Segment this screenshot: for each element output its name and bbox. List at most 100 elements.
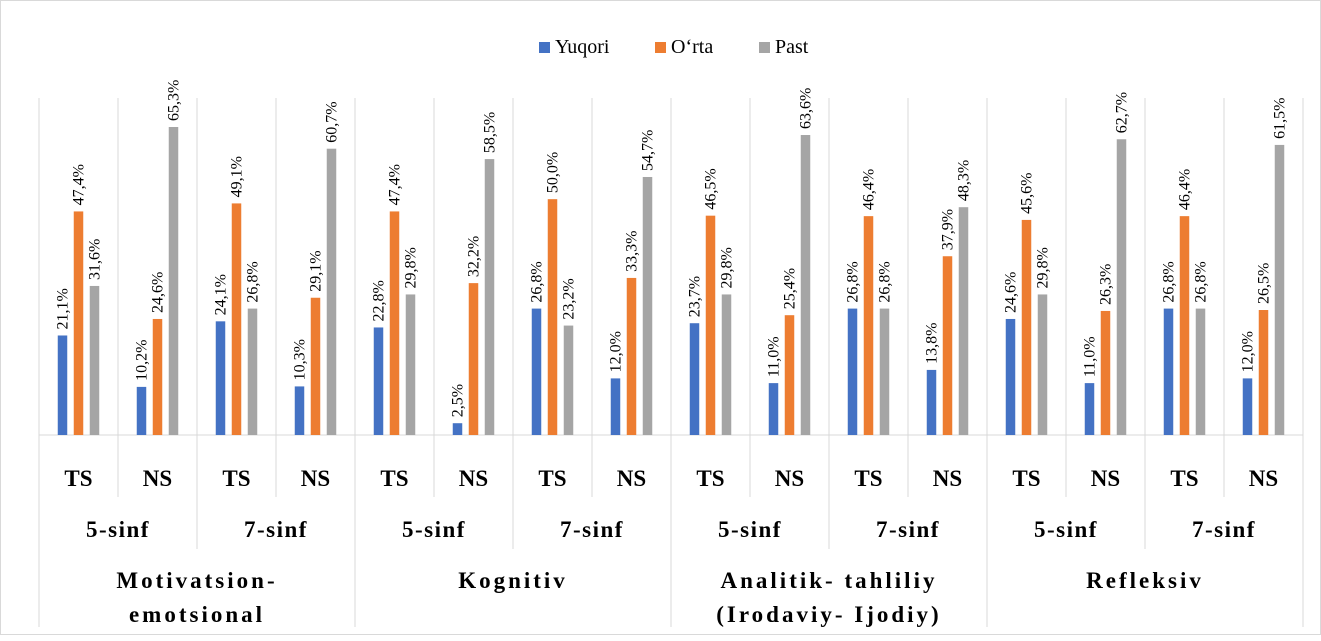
grade-label: 7-sinf xyxy=(560,517,624,542)
bar-O‘rta-14 xyxy=(1179,216,1190,435)
tick-label: NS xyxy=(617,466,646,491)
tick-label: NS xyxy=(775,466,804,491)
bar-Yuqori-6 xyxy=(531,308,542,435)
grade-label: 5-sinf xyxy=(718,517,782,542)
bar-Yuqori-14 xyxy=(1163,308,1174,435)
data-label: 63,6% xyxy=(798,88,815,129)
bar-Past-15 xyxy=(1274,144,1285,435)
bar-Past-0 xyxy=(89,285,100,435)
data-label: 47,4% xyxy=(71,164,88,205)
group-label: Refleksiv xyxy=(1086,568,1204,593)
data-label: 22,8% xyxy=(371,280,388,321)
group-label: Analitik- tahliliy xyxy=(721,568,938,593)
data-label: 23,2% xyxy=(561,278,578,319)
bar-Yuqori-3 xyxy=(294,386,305,435)
legend: Yuqori O‘rta Past xyxy=(539,36,809,58)
data-label: 26,8% xyxy=(845,261,862,302)
bar-O‘rta-8 xyxy=(705,215,716,435)
data-label: 46,4% xyxy=(861,169,878,210)
tick-label: TS xyxy=(854,466,882,491)
tick-label: TS xyxy=(538,466,566,491)
legend-label-2: Past xyxy=(775,36,809,58)
bar-Yuqori-10 xyxy=(847,308,858,435)
tick-label: NS xyxy=(301,466,330,491)
data-label: 10,3% xyxy=(292,339,309,380)
bar-Yuqori-7 xyxy=(610,378,621,435)
data-label: 11,0% xyxy=(1082,336,1099,377)
legend-swatch-1 xyxy=(655,42,666,53)
tick-label: TS xyxy=(696,466,724,491)
data-label: 12,0% xyxy=(608,331,625,372)
bar-O‘rta-12 xyxy=(1021,219,1032,435)
bar-Yuqori-11 xyxy=(926,369,937,435)
data-label: 29,8% xyxy=(1035,247,1052,288)
data-label: 46,5% xyxy=(703,168,720,209)
legend-swatch-0 xyxy=(539,42,550,53)
data-label: 62,7% xyxy=(1114,92,1131,133)
bar-Yuqori-5 xyxy=(452,423,463,435)
bar-Past-1 xyxy=(168,127,179,435)
group-label: Motivatsion- xyxy=(116,568,277,593)
bar-O‘rta-6 xyxy=(547,199,558,435)
bar-O‘rta-7 xyxy=(626,277,637,435)
tick-label: TS xyxy=(1012,466,1040,491)
bar-O‘rta-5 xyxy=(468,283,479,435)
bar-O‘rta-9 xyxy=(784,315,795,435)
data-label: 26,8% xyxy=(877,261,894,302)
data-label: 58,5% xyxy=(482,112,499,153)
legend-label-1: O‘rta xyxy=(671,36,713,58)
data-label: 49,1% xyxy=(229,156,246,197)
data-label: 26,8% xyxy=(1161,261,1178,302)
group-label: emotsional xyxy=(129,602,265,627)
bar-Past-7 xyxy=(642,176,653,435)
data-label: 26,3% xyxy=(1098,264,1115,305)
data-label: 24,6% xyxy=(1003,272,1020,313)
data-label: 45,6% xyxy=(1019,173,1036,214)
bar-O‘rta-15 xyxy=(1258,310,1269,435)
data-label: 60,7% xyxy=(324,101,341,142)
bar-Past-11 xyxy=(958,207,969,435)
grade-label: 5-sinf xyxy=(1034,517,1098,542)
group-label: Kognitiv xyxy=(458,568,568,593)
grade-label: 5-sinf xyxy=(402,517,466,542)
bar-Past-8 xyxy=(721,294,732,435)
tick-label: NS xyxy=(1249,466,1278,491)
data-label: 24,1% xyxy=(213,274,230,315)
data-label: 26,8% xyxy=(245,261,262,302)
bar-O‘rta-2 xyxy=(231,203,242,435)
data-label: 26,5% xyxy=(1256,263,1273,304)
tick-label: NS xyxy=(143,466,172,491)
bar-O‘rta-13 xyxy=(1100,310,1111,435)
grade-label: 7-sinf xyxy=(876,517,940,542)
data-label: 29,8% xyxy=(719,247,736,288)
bar-Past-6 xyxy=(563,325,574,435)
bar-Past-5 xyxy=(484,159,495,436)
tick-label: NS xyxy=(1091,466,1120,491)
bar-O‘rta-11 xyxy=(942,256,953,435)
bar-Yuqori-9 xyxy=(768,383,779,435)
tick-label: NS xyxy=(459,466,488,491)
data-label: 31,6% xyxy=(87,239,104,280)
data-label: 54,7% xyxy=(640,130,657,171)
grade-label: 7-sinf xyxy=(244,517,308,542)
group-label: (Irodaviy- Ijodiy) xyxy=(716,602,941,627)
data-label: 26,8% xyxy=(529,261,546,302)
tick-label: TS xyxy=(380,466,408,491)
data-label: 11,0% xyxy=(766,336,783,377)
bar-Past-4 xyxy=(405,294,416,435)
data-label: 12,0% xyxy=(1240,331,1257,372)
bar-Past-3 xyxy=(326,148,337,435)
tick-label: NS xyxy=(933,466,962,491)
grade-label: 5-sinf xyxy=(86,517,150,542)
grade-label: 7-sinf xyxy=(1192,517,1256,542)
bar-Yuqori-15 xyxy=(1242,378,1253,435)
axes xyxy=(38,98,1304,627)
tick-label: TS xyxy=(1170,466,1198,491)
legend-label-0: Yuqori xyxy=(555,36,610,58)
bar-Past-12 xyxy=(1037,294,1048,435)
x-axis-categories: TS NS TS NS TS NS TS NS TS NS TS NS TS NS TS NS 5-sinf 7-… xyxy=(64,466,1278,627)
data-label: 23,7% xyxy=(687,276,704,317)
bar-Past-9 xyxy=(800,135,811,435)
data-label: 25,4% xyxy=(782,268,799,309)
